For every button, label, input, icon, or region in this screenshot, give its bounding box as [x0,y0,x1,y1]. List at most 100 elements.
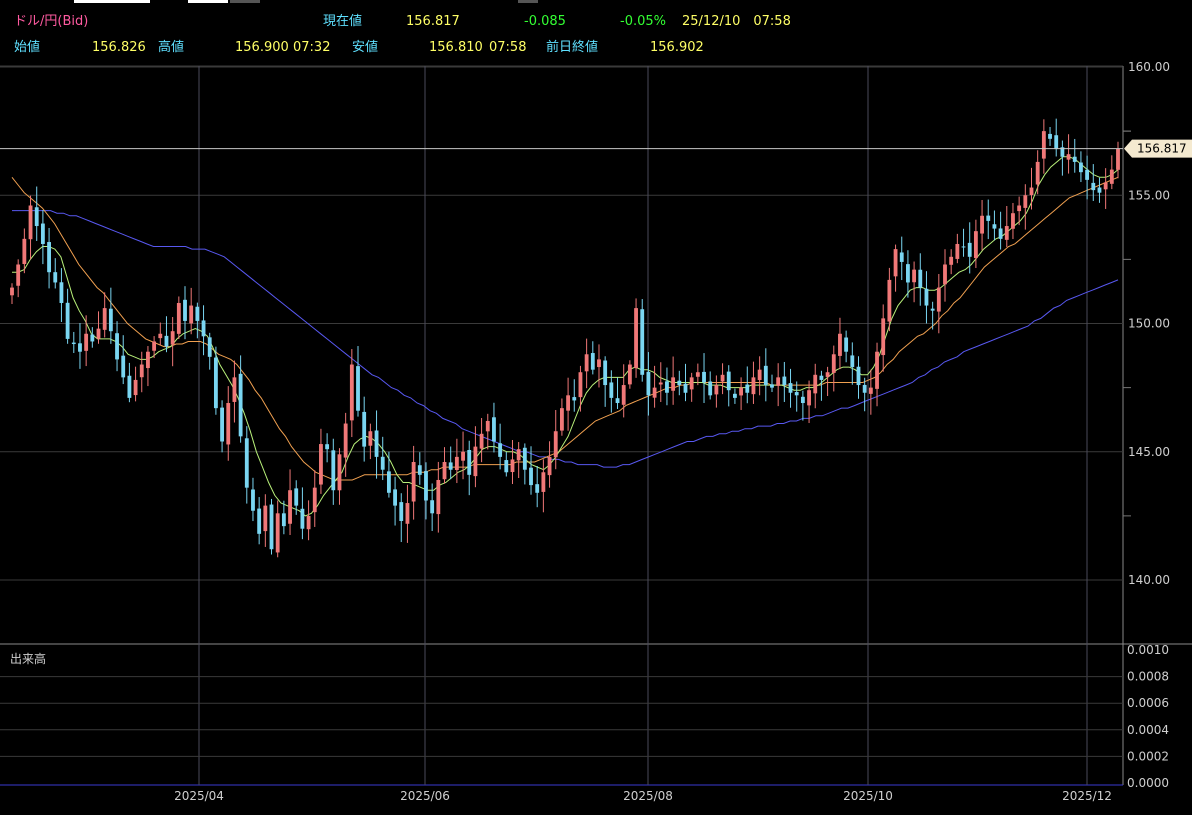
candle-body [411,462,416,502]
candle-body [84,333,89,351]
candle-body [306,515,311,530]
x-tick-label: 2025/12 [1062,789,1112,803]
candle-body [133,379,138,396]
candle-body [492,417,496,442]
x-tick-label: 2025/04 [174,789,224,803]
toolbar-edge [518,0,538,3]
candle-body [566,395,571,411]
high-time: 07:32 [293,40,331,55]
candle-body [529,467,533,486]
candle-body [251,489,255,511]
candle-body [998,228,1003,239]
candle-body [541,472,546,492]
candle-body [10,287,14,296]
candle-body [90,334,95,342]
candle-body [776,377,781,386]
candle-body [1097,187,1102,193]
candle-body [665,381,669,393]
candle-body [102,308,107,330]
candle-body [417,465,422,475]
candle-body [504,460,509,473]
candle-body [325,444,330,450]
axes: 160.00 155.00 150.00 145.00 140.00 2025/04 202… [10,60,1170,803]
candle-body [603,360,608,386]
candle-body [943,264,947,285]
candle-body [115,333,119,360]
candle-body [720,374,725,382]
candle-body [906,264,910,283]
candle-body [1103,182,1108,190]
candle-body [831,354,836,373]
candle-body [257,508,262,534]
candle-body [40,223,45,244]
candle-body [510,459,515,473]
candle-body [918,269,923,288]
candle-body [739,387,744,396]
candle-body [1066,154,1071,160]
candle-body [1054,135,1059,150]
candle-body [1004,226,1009,240]
candle-body [498,443,503,457]
candle-body [862,384,867,393]
low-value: 156.810 [429,40,483,55]
candle-body [78,343,82,352]
candle-body [220,407,224,442]
candle-body [640,309,645,375]
candle-body [887,279,892,322]
candle-body [436,479,441,515]
volume-tick-label: 0.0006 [1127,696,1169,710]
candle-body [269,504,274,550]
candle-body [226,403,231,445]
candle-body [47,242,51,273]
candle-body [485,420,490,432]
candle-body [121,355,126,378]
high-label: 高値 [158,40,185,55]
toolbar-edge [230,0,260,3]
candle-body [522,447,527,470]
ma-mid-line [11,176,1119,481]
candle-body [312,487,317,513]
volume-tick-label: 0.0000 [1127,776,1169,790]
candle-body [757,369,762,381]
candle-body [936,287,941,312]
candle-body [930,308,935,311]
candle-body [973,231,978,259]
candle-body [745,384,750,393]
change-value: -0.085 [524,14,566,29]
y-tick-label: 140.00 [1128,573,1170,587]
candle-body [461,451,465,461]
low-time: 07:58 [489,40,527,55]
current-price-tag [1124,139,1192,158]
y-tick-label: 150.00 [1128,317,1170,331]
candle-body [689,377,694,390]
candle-body [170,331,175,345]
candle-body [349,364,354,421]
candle-body [337,454,342,491]
candle-body [1072,156,1077,162]
candle-body [912,269,917,283]
candle-body [424,471,428,501]
candle-body [96,328,101,339]
candle-body [955,243,960,259]
candles [10,118,1120,558]
candle-body [343,423,348,458]
candle-body [1035,161,1040,185]
change-pct: -0.05% [620,14,666,29]
candle-body [770,384,774,388]
quote-datetime: 25/12/10 07:58 [682,14,791,29]
candle-body [683,383,688,393]
candle-body [59,282,64,303]
candle-body [782,376,787,386]
volume-tick-label: 0.0004 [1127,723,1169,737]
candle-body [584,354,589,372]
open-label: 始値 [14,40,41,55]
volume-tick-label: 0.0002 [1127,749,1169,763]
candle-body [856,366,861,386]
candle-body [374,430,379,457]
candle-body [763,365,768,386]
candle-body [1079,162,1083,173]
y-tick-label: 145.00 [1128,445,1170,459]
candle-body [1116,148,1120,170]
candle-body [244,438,249,488]
